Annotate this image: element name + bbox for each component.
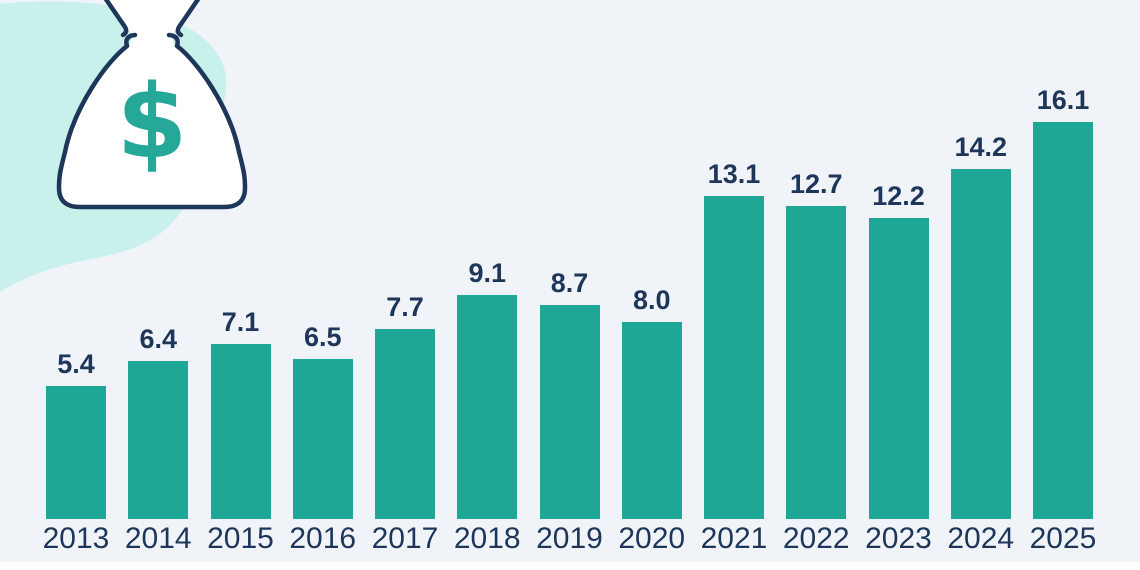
- bar-year-label: 2015: [207, 522, 274, 555]
- bar-year-label: 2020: [618, 522, 686, 555]
- bar: [128, 361, 189, 519]
- bar-value-label: 7.1: [221, 307, 260, 337]
- bar-column: 7.7 2017: [372, 292, 439, 554]
- bottom-strip: [0, 562, 1140, 570]
- bar-year-label: 2013: [42, 522, 110, 555]
- bar-year-label: 2024: [947, 522, 1015, 555]
- bar-year-label: 2022: [782, 522, 850, 555]
- bar-year-label: 2021: [700, 522, 768, 555]
- bar-column: 12.2 2023: [865, 181, 932, 554]
- bar-column: 16.1 2025: [1030, 85, 1097, 554]
- bar: [292, 359, 353, 519]
- bar: [950, 169, 1011, 519]
- bar: [786, 206, 847, 519]
- bar-value-label: 6.4: [139, 324, 178, 354]
- bar-column: 6.4 2014: [125, 324, 192, 554]
- bar: [46, 386, 106, 519]
- bag-body-outline: [56, 32, 248, 210]
- bag-tie-left-line: [103, 0, 129, 38]
- bar: [375, 329, 435, 519]
- bar-value-label: 12.2: [872, 181, 925, 211]
- bar-column: 6.5 2016: [289, 322, 356, 554]
- bar-year-label: 2014: [124, 522, 192, 555]
- bar: [621, 322, 682, 519]
- bar-value-label: 13.1: [707, 159, 761, 189]
- bar-year-label: 2017: [371, 522, 439, 555]
- bar-value-label: 9.1: [468, 258, 507, 288]
- bar: [210, 344, 271, 519]
- bar-year-label: 2018: [453, 522, 521, 555]
- bar-value-label: 7.7: [386, 292, 424, 322]
- bar-year-label: 2025: [1029, 522, 1097, 555]
- bag-tie-right-line: [175, 0, 201, 38]
- bar-value-label: 8.0: [632, 285, 671, 315]
- bar-column: 12.7 2022: [783, 169, 850, 554]
- bar: [868, 218, 929, 519]
- bar-year-label: 2019: [536, 522, 603, 555]
- dollar-sign-icon: $: [117, 63, 188, 182]
- bar-value-label: 5.4: [57, 349, 95, 379]
- bar: [704, 196, 764, 519]
- bar-year-label: 2023: [865, 522, 932, 555]
- bar-value-label: 8.7: [550, 268, 589, 298]
- bar-column: 7.1 2015: [207, 307, 274, 554]
- bar-column: 8.7 2019: [536, 268, 603, 554]
- bar-value-label: 12.7: [789, 169, 843, 199]
- bar-column: 13.1 2021: [701, 159, 768, 554]
- bar: [539, 305, 600, 519]
- money-bag-icon: $: [56, 0, 248, 210]
- bar-column: 9.1 2018: [454, 258, 521, 554]
- bar-value-label: 16.1: [1036, 85, 1090, 115]
- bar-year-label: 2016: [289, 522, 357, 555]
- bar-value-label: 6.5: [303, 322, 342, 352]
- bar-column: 8.0 2020: [618, 285, 685, 554]
- bar-column: 14.2 2024: [947, 132, 1014, 554]
- bar-column: 5.4 2013: [43, 349, 110, 554]
- bar-value-label: 14.2: [954, 132, 1008, 162]
- bar: [1033, 122, 1093, 519]
- bar: [457, 295, 518, 519]
